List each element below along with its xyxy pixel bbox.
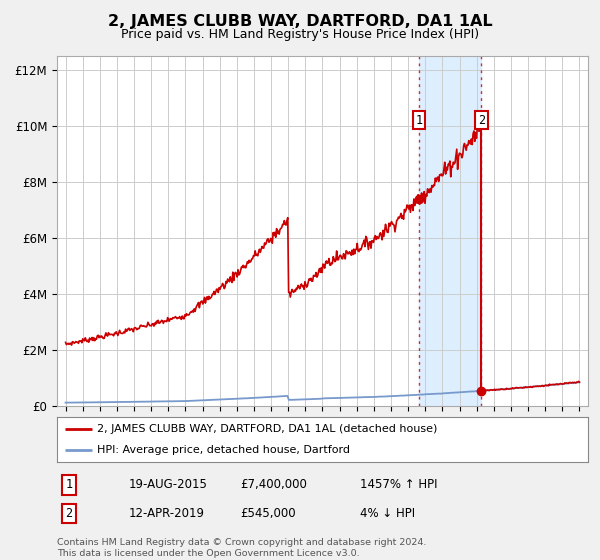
- Text: This data is licensed under the Open Government Licence v3.0.: This data is licensed under the Open Gov…: [57, 549, 359, 558]
- Text: 1: 1: [65, 478, 73, 492]
- Text: 2: 2: [478, 114, 485, 127]
- Text: 12-APR-2019: 12-APR-2019: [129, 507, 205, 520]
- Bar: [419, 56, 481, 406]
- Text: £7,400,000: £7,400,000: [240, 478, 307, 492]
- Text: 19-AUG-2015: 19-AUG-2015: [129, 478, 208, 492]
- Text: 1: 1: [415, 114, 422, 127]
- Text: Contains HM Land Registry data © Crown copyright and database right 2024.: Contains HM Land Registry data © Crown c…: [57, 538, 427, 547]
- Text: Price paid vs. HM Land Registry's House Price Index (HPI): Price paid vs. HM Land Registry's House …: [121, 28, 479, 41]
- Text: £545,000: £545,000: [240, 507, 296, 520]
- Text: 4% ↓ HPI: 4% ↓ HPI: [360, 507, 415, 520]
- Text: 2, JAMES CLUBB WAY, DARTFORD, DA1 1AL: 2, JAMES CLUBB WAY, DARTFORD, DA1 1AL: [107, 14, 493, 29]
- Text: 1457% ↑ HPI: 1457% ↑ HPI: [360, 478, 437, 492]
- Text: 2, JAMES CLUBB WAY, DARTFORD, DA1 1AL (detached house): 2, JAMES CLUBB WAY, DARTFORD, DA1 1AL (d…: [97, 424, 437, 435]
- Text: HPI: Average price, detached house, Dartford: HPI: Average price, detached house, Dart…: [97, 445, 350, 455]
- Text: 2: 2: [65, 507, 73, 520]
